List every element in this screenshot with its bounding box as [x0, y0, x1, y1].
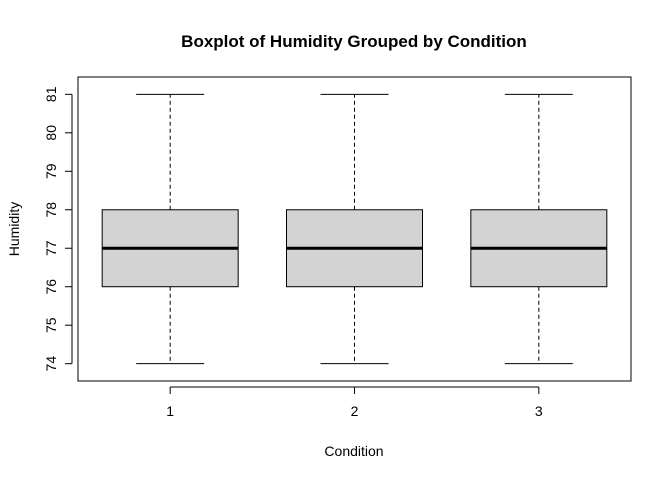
y-axis-label: Humidity: [6, 202, 22, 256]
x-axis: 1 2 3: [166, 386, 543, 419]
box-group-2: [286, 93, 423, 365]
y-tick-label: 79: [43, 163, 59, 179]
y-axis: 74 75 76 77 78 79 80 81: [43, 86, 73, 372]
box-group-1: [101, 93, 239, 365]
y-tick-label: 75: [43, 317, 59, 333]
y-tick-label: 78: [43, 202, 59, 218]
x-axis-label: Condition: [324, 443, 383, 459]
y-tick-label: 76: [43, 279, 59, 295]
box-group-3: [470, 93, 608, 365]
y-tick-label: 80: [43, 125, 59, 141]
boxes-group: [101, 93, 608, 365]
y-tick-label: 74: [43, 356, 59, 372]
y-tick-label: 81: [43, 86, 59, 102]
x-tick-label: 3: [535, 403, 543, 419]
chart-title: Boxplot of Humidity Grouped by Condition: [181, 32, 527, 51]
y-tick-label: 77: [43, 240, 59, 256]
plot-frame: [77, 76, 632, 382]
x-tick-label: 2: [351, 403, 359, 419]
x-tick-label: 1: [166, 403, 174, 419]
